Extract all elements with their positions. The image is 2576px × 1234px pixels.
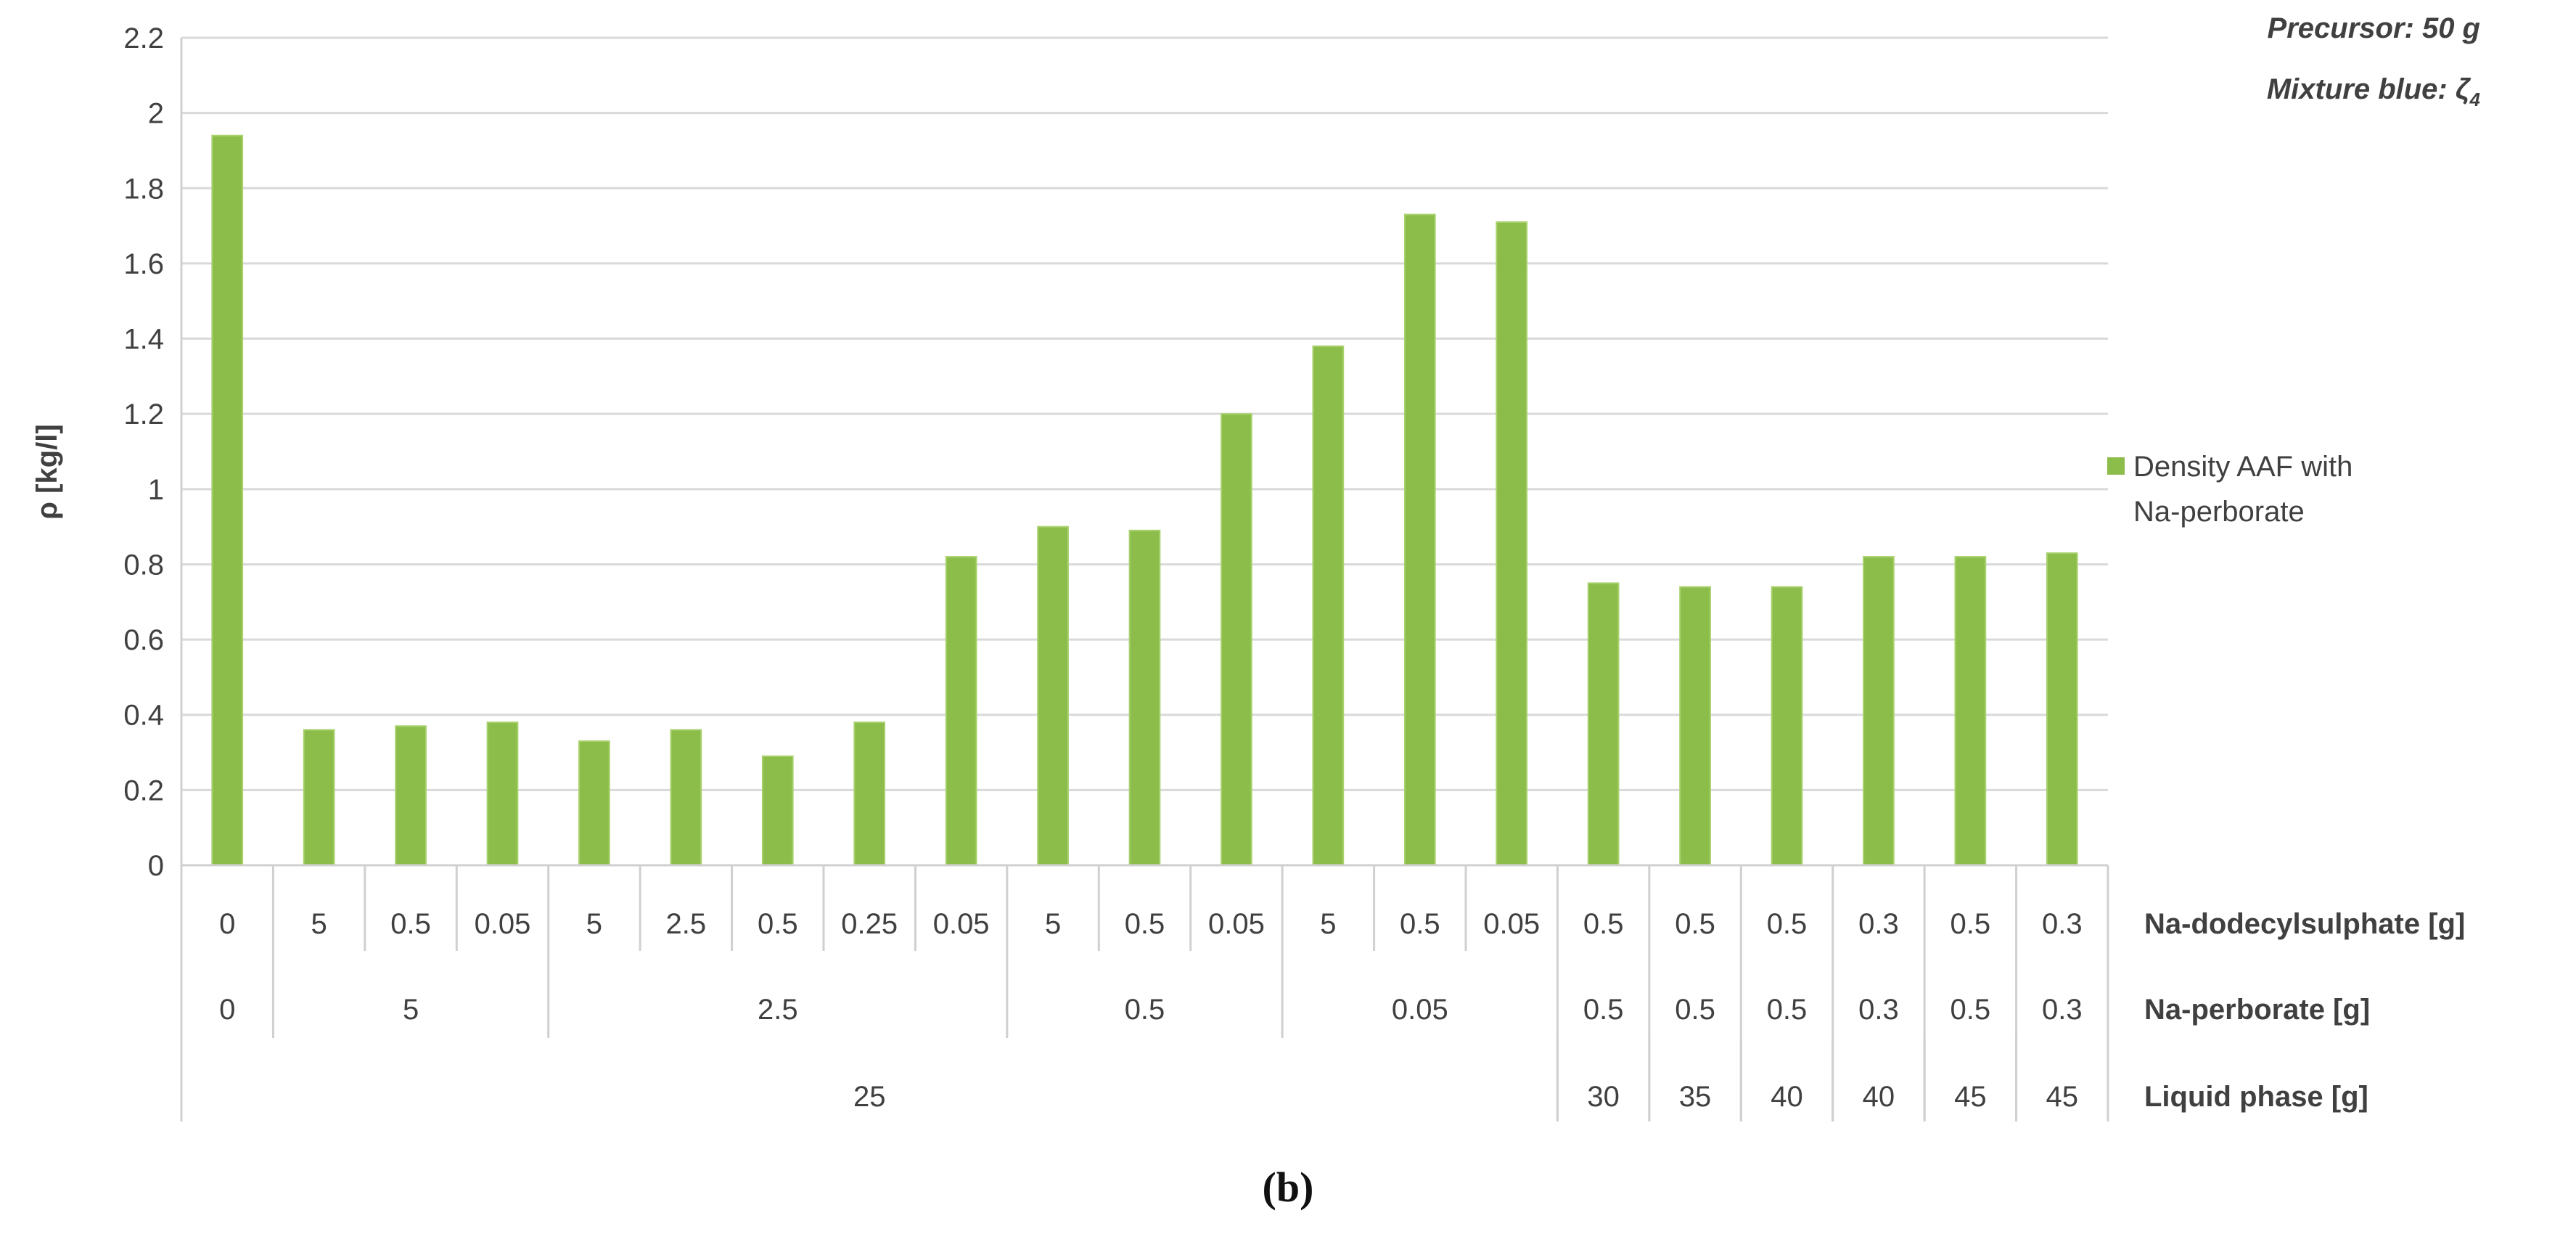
y-tick-label: 0 <box>148 850 164 882</box>
category-tick-label: 5 <box>403 994 419 1026</box>
bar <box>1496 221 1528 866</box>
bar <box>2046 552 2078 867</box>
mixture-annotation-subscript: 4 <box>2469 89 2481 110</box>
category-tick-label: 0.5 <box>1951 994 1991 1026</box>
category-tick-label: 40 <box>1863 1081 1895 1113</box>
category-tick-label: 0.05 <box>1483 908 1540 940</box>
category-tick-label: 2.5 <box>666 908 707 940</box>
category-tick-label: 5 <box>586 908 602 940</box>
legend-label-line: Density AAF with <box>2133 451 2353 483</box>
axes <box>180 38 2108 1121</box>
category-tick-label: 0.5 <box>1767 994 1808 1026</box>
bar <box>1128 529 1161 866</box>
y-tick-label: 1.8 <box>123 173 164 205</box>
category-level-label: Liquid phase [g] <box>2144 1081 2368 1113</box>
category-tick-label: 0.05 <box>1208 908 1265 940</box>
category-tick-label: 0.3 <box>2042 994 2083 1026</box>
legend-swatch <box>2107 457 2125 475</box>
category-tick-label: 25 <box>853 1081 886 1113</box>
bar <box>211 134 244 866</box>
category-tick-label: 45 <box>1954 1081 1987 1113</box>
bar <box>1312 345 1345 866</box>
category-tick-label: 0.5 <box>1675 908 1715 940</box>
category-tick-label: 0.3 <box>1858 908 1899 940</box>
category-tick-label: 5 <box>1045 908 1061 940</box>
category-tick-label: 5 <box>311 908 327 940</box>
y-axis-label: ρ [kg/l] <box>31 424 63 519</box>
bar <box>1403 213 1436 866</box>
y-tick-labels: 0 0.2 0.4 0.6 0.8 1 1.2 1.4 1.6 1.8 2 2.2 <box>123 23 164 882</box>
y-tick-label: 1.6 <box>123 248 164 280</box>
category-tick-label: 0.5 <box>1583 994 1624 1026</box>
category-level-label: Na-dodecylsulphate [g] <box>2144 908 2465 940</box>
bar <box>578 740 610 866</box>
category-tick-label: 0.3 <box>1858 994 1899 1026</box>
category-axis-labels: 0 5 0.5 0.05 5 2.5 0.5 0.25 0.05 5 0.5 0.05 5 0.5 0.05… <box>219 865 2465 1121</box>
bar <box>1587 582 1620 866</box>
y-tick-label: 1 <box>148 474 164 506</box>
category-tick-label: 0.5 <box>390 908 431 940</box>
precursor-annotation: Precursor: 50 g <box>2268 12 2480 44</box>
category-tick-label: 0.5 <box>1951 908 1991 940</box>
category-tick-label: 30 <box>1587 1081 1620 1113</box>
bar <box>395 725 427 866</box>
category-tick-label: 0.5 <box>1583 908 1624 940</box>
category-tick-label: 0 <box>219 994 235 1026</box>
bar <box>486 722 519 866</box>
gridlines <box>181 36 2108 791</box>
y-tick-label: 0.8 <box>123 549 164 581</box>
category-tick-label: 0.5 <box>1125 994 1165 1026</box>
category-tick-label: 0.05 <box>933 908 990 940</box>
category-tick-label: 0.3 <box>2042 908 2083 940</box>
y-tick-label: 1.2 <box>123 399 164 430</box>
bar <box>303 729 335 866</box>
legend-label: Density AAF with Na-perborate <box>2133 451 2353 528</box>
category-tick-label: 0.5 <box>1400 908 1440 940</box>
bar <box>945 556 977 866</box>
mixture-annotation-text: Mixture blue: ζ <box>2267 73 2472 105</box>
y-tick-label: 0.6 <box>123 624 164 656</box>
panel-label: (b) <box>1263 1164 1314 1211</box>
category-tick-label: 45 <box>2046 1081 2079 1113</box>
bar <box>761 755 794 867</box>
category-tick-label: 0.5 <box>1125 908 1165 940</box>
y-tick-label: 0.4 <box>123 700 164 732</box>
y-tick-label: 2.2 <box>123 23 164 54</box>
bars <box>211 134 2078 867</box>
legend: Density AAF with Na-perborate <box>2107 451 2353 528</box>
bar <box>1771 586 1803 867</box>
bar <box>853 722 886 866</box>
bar <box>670 729 702 866</box>
y-tick-label: 0.2 <box>123 775 164 806</box>
category-tick-label: 0.05 <box>475 908 531 940</box>
y-tick-label: 2 <box>148 98 164 130</box>
category-tick-label: 0.5 <box>1767 908 1808 940</box>
legend-label-line: Na-perborate <box>2133 496 2305 528</box>
category-tick-label: 0.25 <box>841 908 898 940</box>
bar <box>1954 556 1987 866</box>
category-tick-label: 35 <box>1679 1081 1712 1113</box>
category-tick-label: 40 <box>1771 1081 1803 1113</box>
category-tick-label: 5 <box>1320 908 1336 940</box>
bar <box>1679 586 1711 867</box>
bar <box>1037 526 1069 866</box>
category-tick-label: 0.05 <box>1392 994 1448 1026</box>
category-tick-label: 0.5 <box>1675 994 1715 1026</box>
y-tick-label: 1.4 <box>123 324 164 356</box>
bar <box>1221 413 1252 866</box>
mixture-annotation: Mixture blue: ζ4 <box>2267 73 2481 110</box>
category-tick-label: 2.5 <box>758 994 798 1026</box>
category-tick-label: 0 <box>219 908 235 940</box>
category-tick-label: 0.5 <box>758 908 798 940</box>
bar <box>1863 556 1895 866</box>
category-level-label: Na-perborate [g] <box>2144 994 2370 1026</box>
